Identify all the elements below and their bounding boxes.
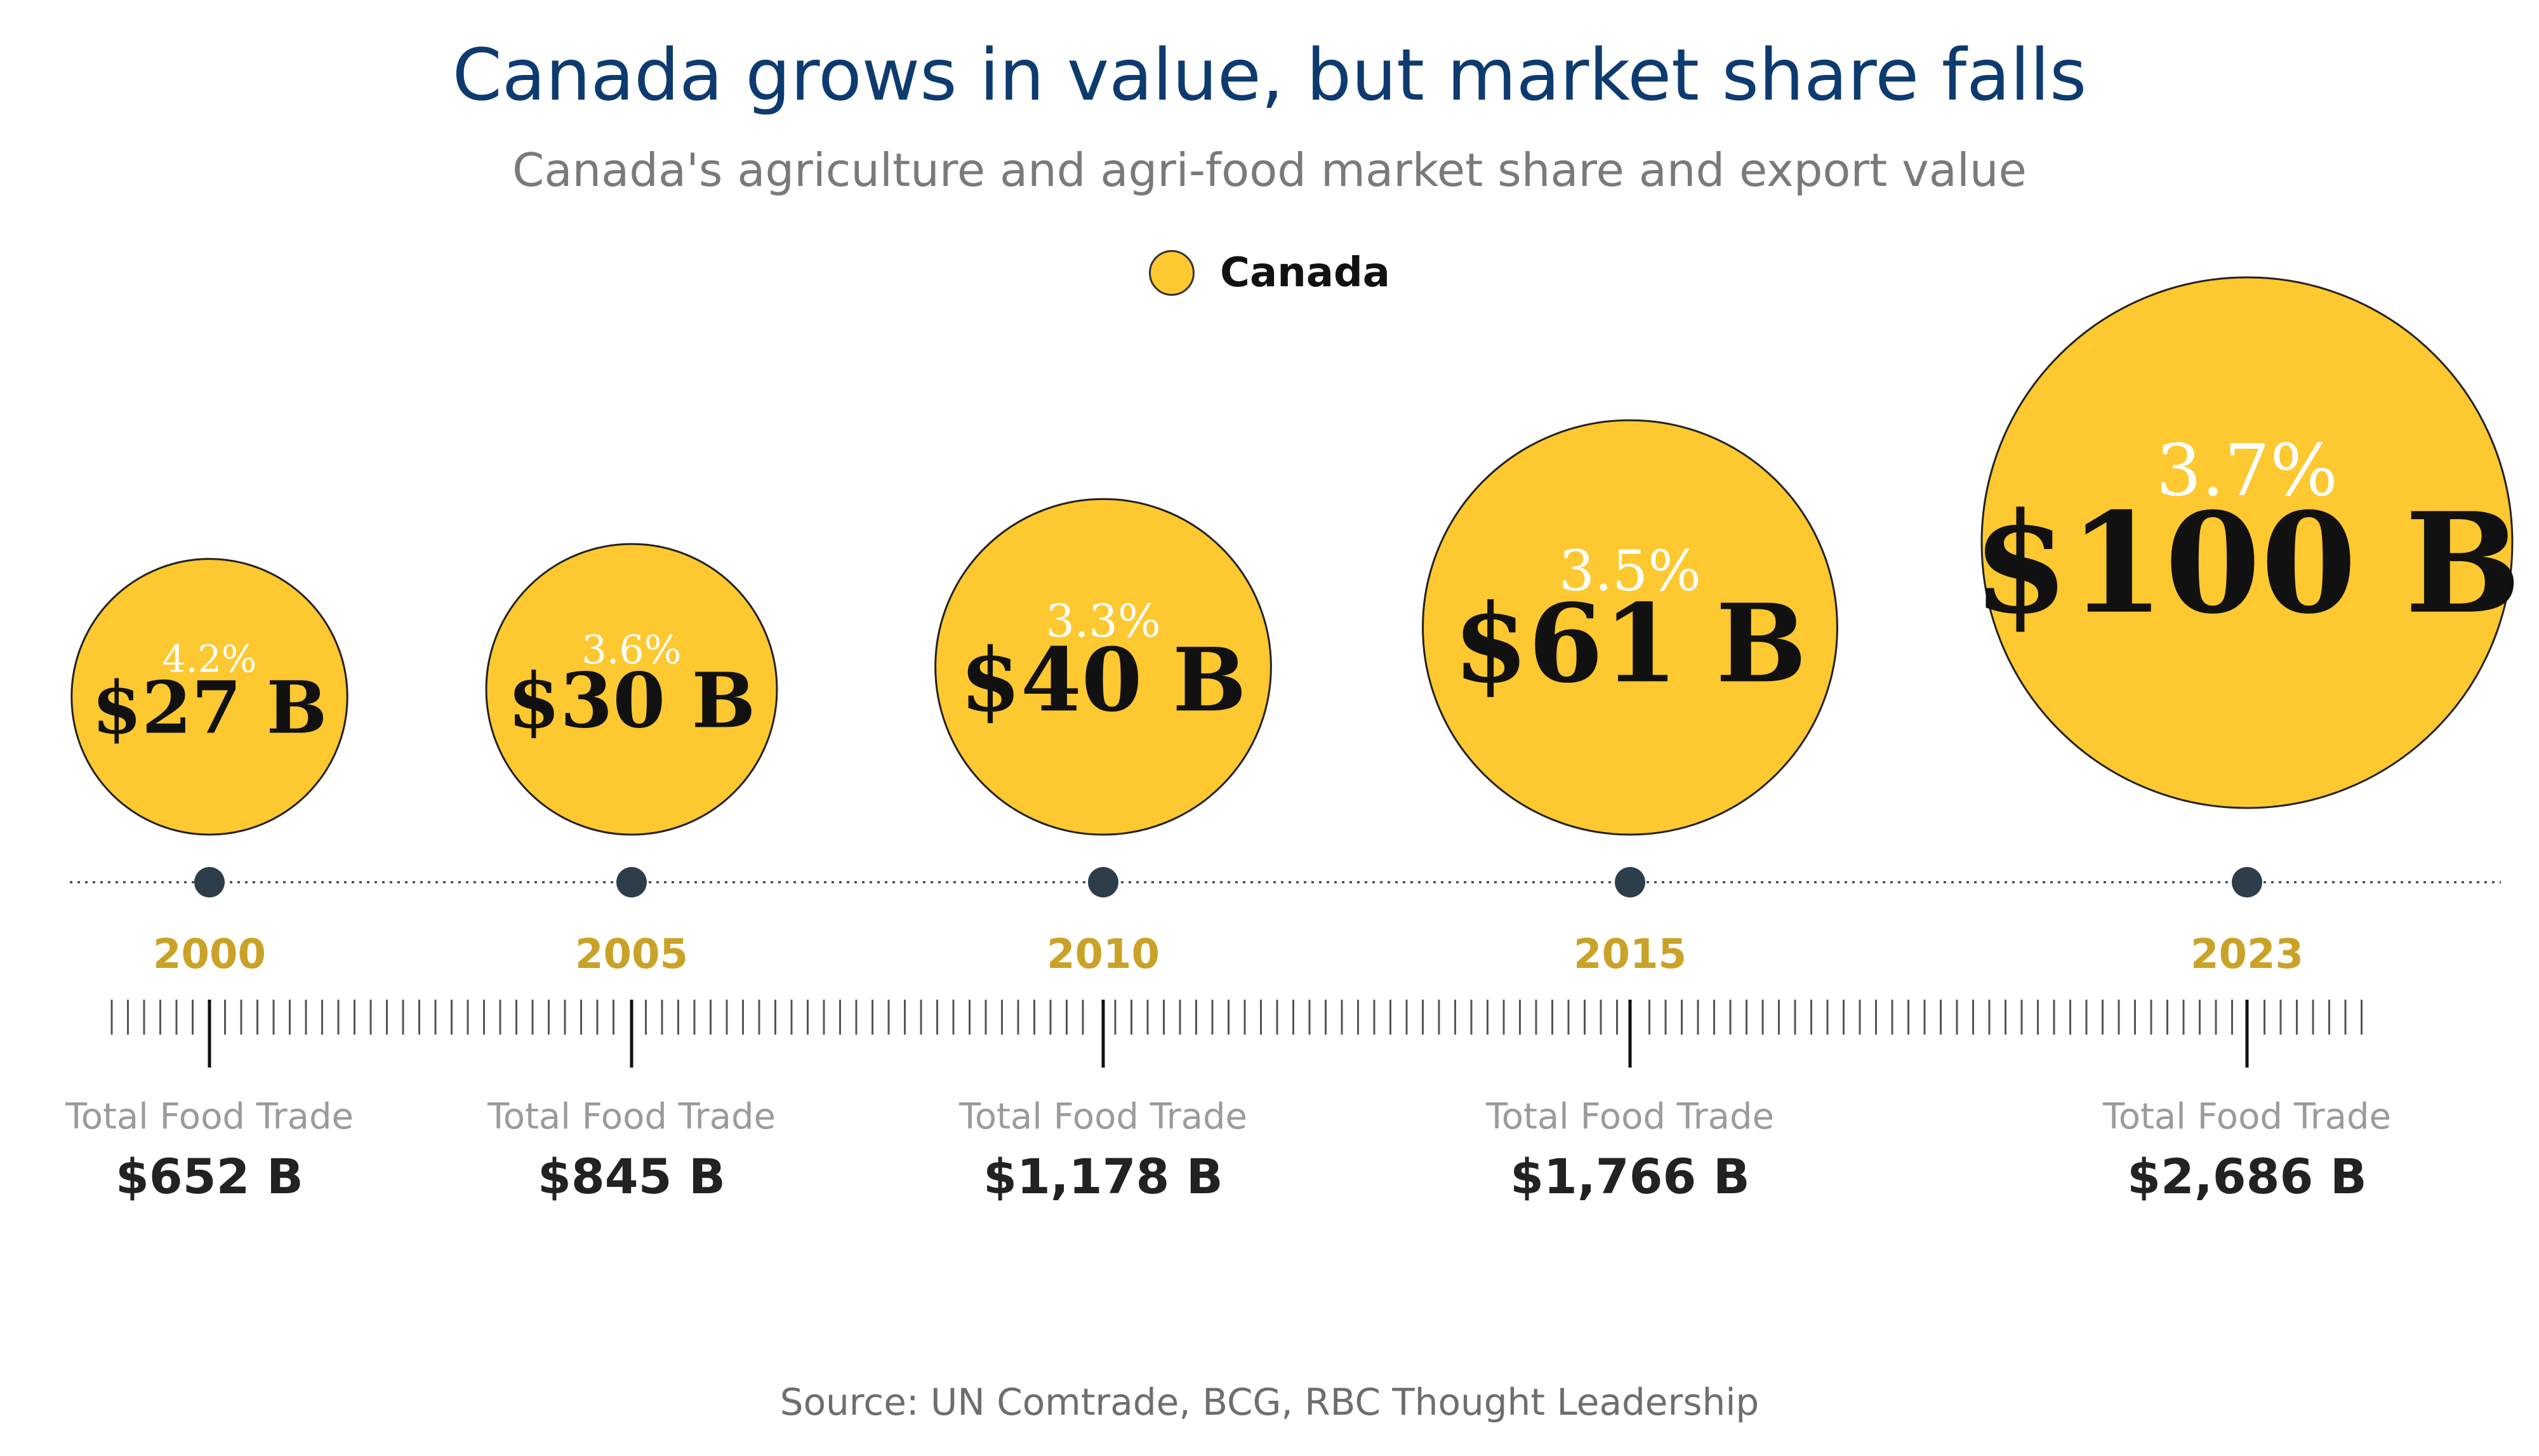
share-label-2023: 3.7% [2156,428,2338,512]
total-value-2015: $1,766 B [1510,1148,1750,1205]
bubble-2000 [70,558,348,836]
share-label-2010: 3.3% [1045,595,1160,647]
bubble-2015 [1422,419,1838,836]
year-label-2000: 2000 [153,931,266,978]
timeline-dot-2015 [1615,867,1645,897]
chart-title: Canada grows in value, but market share … [452,34,2087,117]
total-value-2023: $2,686 B [2127,1148,2367,1205]
chart-subtitle: Canada's agriculture and agri-food marke… [512,143,2027,197]
year-label-2010: 2010 [1047,931,1160,978]
timeline-dot-2023 [2232,867,2262,897]
legend-swatch [1149,250,1195,296]
bubble-2010 [934,498,1272,836]
value-label-2023: $100 B [1973,483,2521,645]
value-label-2000: $27 B [92,665,328,750]
legend-label: Canada [1220,249,1390,296]
legend: Canada [0,241,2539,305]
share-label-2000: 4.2% [162,638,257,681]
total-label-2005: Total Food Trade [487,1096,776,1137]
timeline-dot-2010 [1088,867,1118,897]
total-label-2023: Total Food Trade [2102,1096,2391,1137]
value-label-2005: $30 B [508,657,756,746]
bubble-2023 [1980,276,2514,809]
total-value-2005: $845 B [538,1148,726,1205]
timeline-dot-2005 [616,867,647,897]
year-label-2023: 2023 [2191,931,2304,978]
share-label-2005: 3.6% [582,627,682,673]
source-note: Source: UN Comtrade, BCG, RBC Thought Le… [779,1380,1760,1424]
total-value-2010: $1,178 B [983,1148,1223,1205]
ruler-ticks [110,1000,2363,1035]
bubble-2005 [485,543,778,836]
share-label-2015: 3.5% [1559,538,1701,604]
timeline-dot-2000 [194,867,225,897]
total-label-2000: Total Food Trade [65,1096,354,1137]
total-value-2000: $652 B [116,1148,303,1205]
value-label-2010: $40 B [960,629,1246,731]
year-label-2005: 2005 [575,931,688,978]
year-label-2015: 2015 [1574,931,1687,978]
total-label-2015: Total Food Trade [1485,1096,1774,1137]
total-label-2010: Total Food Trade [958,1096,1247,1137]
value-label-2015: $61 B [1454,581,1807,707]
